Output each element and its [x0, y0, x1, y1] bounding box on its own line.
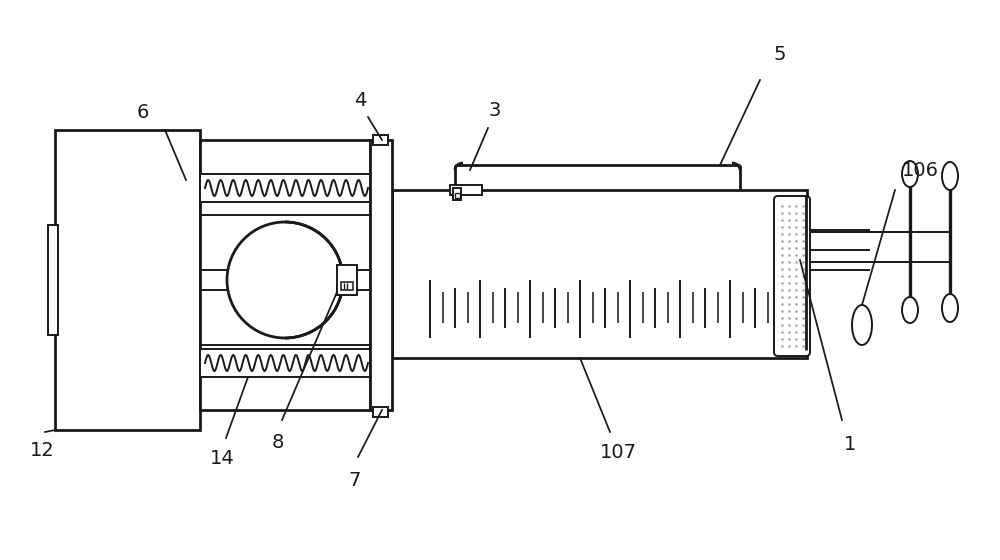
Text: 14: 14	[210, 449, 234, 468]
Text: 5: 5	[774, 45, 786, 64]
FancyBboxPatch shape	[774, 196, 810, 356]
Ellipse shape	[942, 294, 958, 322]
Circle shape	[227, 222, 343, 338]
Bar	[341, 282, 353, 290]
Bar	[200, 140, 370, 410]
Text: 106: 106	[902, 161, 938, 180]
Ellipse shape	[902, 297, 918, 323]
Text: 12: 12	[30, 441, 54, 460]
Bar	[373, 407, 388, 417]
Bar	[337, 265, 357, 295]
Text: 4: 4	[354, 91, 366, 110]
Bar	[48, 225, 58, 335]
Bar	[200, 349, 370, 377]
Bar	[200, 174, 370, 202]
Text: 8: 8	[272, 432, 284, 451]
Text: 3: 3	[489, 100, 501, 119]
Bar	[392, 190, 807, 358]
Text: 107: 107	[600, 442, 637, 461]
Text: 7: 7	[349, 470, 361, 489]
Bar	[455, 193, 460, 198]
Ellipse shape	[852, 305, 872, 345]
Bar	[453, 188, 461, 200]
Ellipse shape	[942, 162, 958, 190]
Bar	[55, 130, 200, 430]
Text: 6: 6	[137, 102, 149, 122]
Bar	[370, 140, 392, 410]
Bar	[373, 135, 388, 145]
Ellipse shape	[902, 161, 918, 187]
Text: 1: 1	[844, 436, 856, 455]
Bar	[450, 185, 482, 195]
